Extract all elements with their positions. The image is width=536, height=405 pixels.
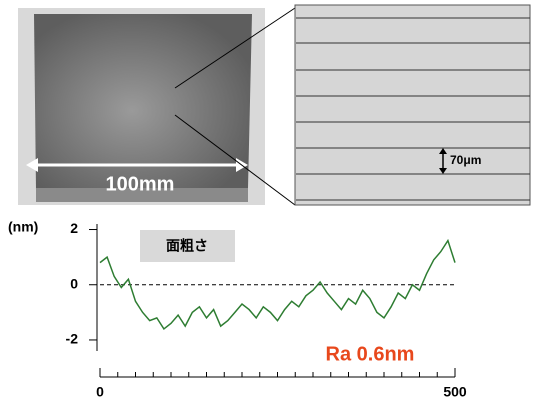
y-tick-label: 0 <box>70 275 78 291</box>
y-unit: (nm) <box>8 219 38 235</box>
x-tick-label: 500 <box>443 384 467 400</box>
zoom-label: 70μm <box>450 153 481 167</box>
annotation: Ra 0.6nm <box>326 343 415 365</box>
figure: 100mm 70μm (nm) 面粗さ Ra 0.6nm -2 0 2 0 500 <box>0 0 536 405</box>
zoom-image <box>295 5 530 205</box>
x-tick-label: 0 <box>96 384 104 400</box>
y-tick-label: 2 <box>70 220 78 236</box>
legend-text: 面粗さ <box>166 238 208 254</box>
y-tick-label: -2 <box>66 331 79 347</box>
photo-label: 100mm <box>106 173 175 195</box>
